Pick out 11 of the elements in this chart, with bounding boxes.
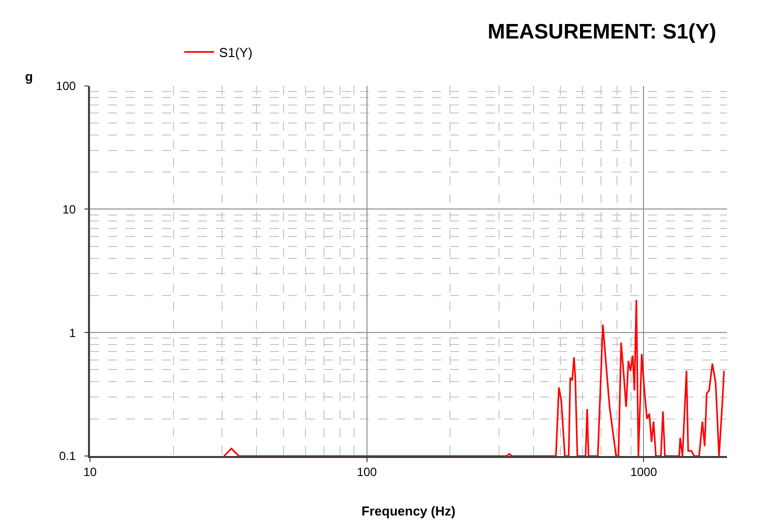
y-tick-label: 1 — [69, 326, 76, 340]
y-tick-label: 10 — [62, 202, 76, 216]
x-tick-label: 100 — [356, 465, 378, 480]
x-tick-label: 1000 — [630, 465, 658, 480]
y-tick-label: 0.1 — [59, 449, 76, 464]
chart-title: MEASUREMENT: S1(Y) — [488, 20, 716, 44]
y-tick-label: 100 — [56, 78, 76, 93]
legend-label: S1(Y) — [219, 44, 252, 60]
x-tick-label: 10 — [83, 465, 97, 480]
y-axis-title: g — [25, 69, 33, 84]
x-axis-title: Frequency (Hz) — [362, 503, 456, 518]
